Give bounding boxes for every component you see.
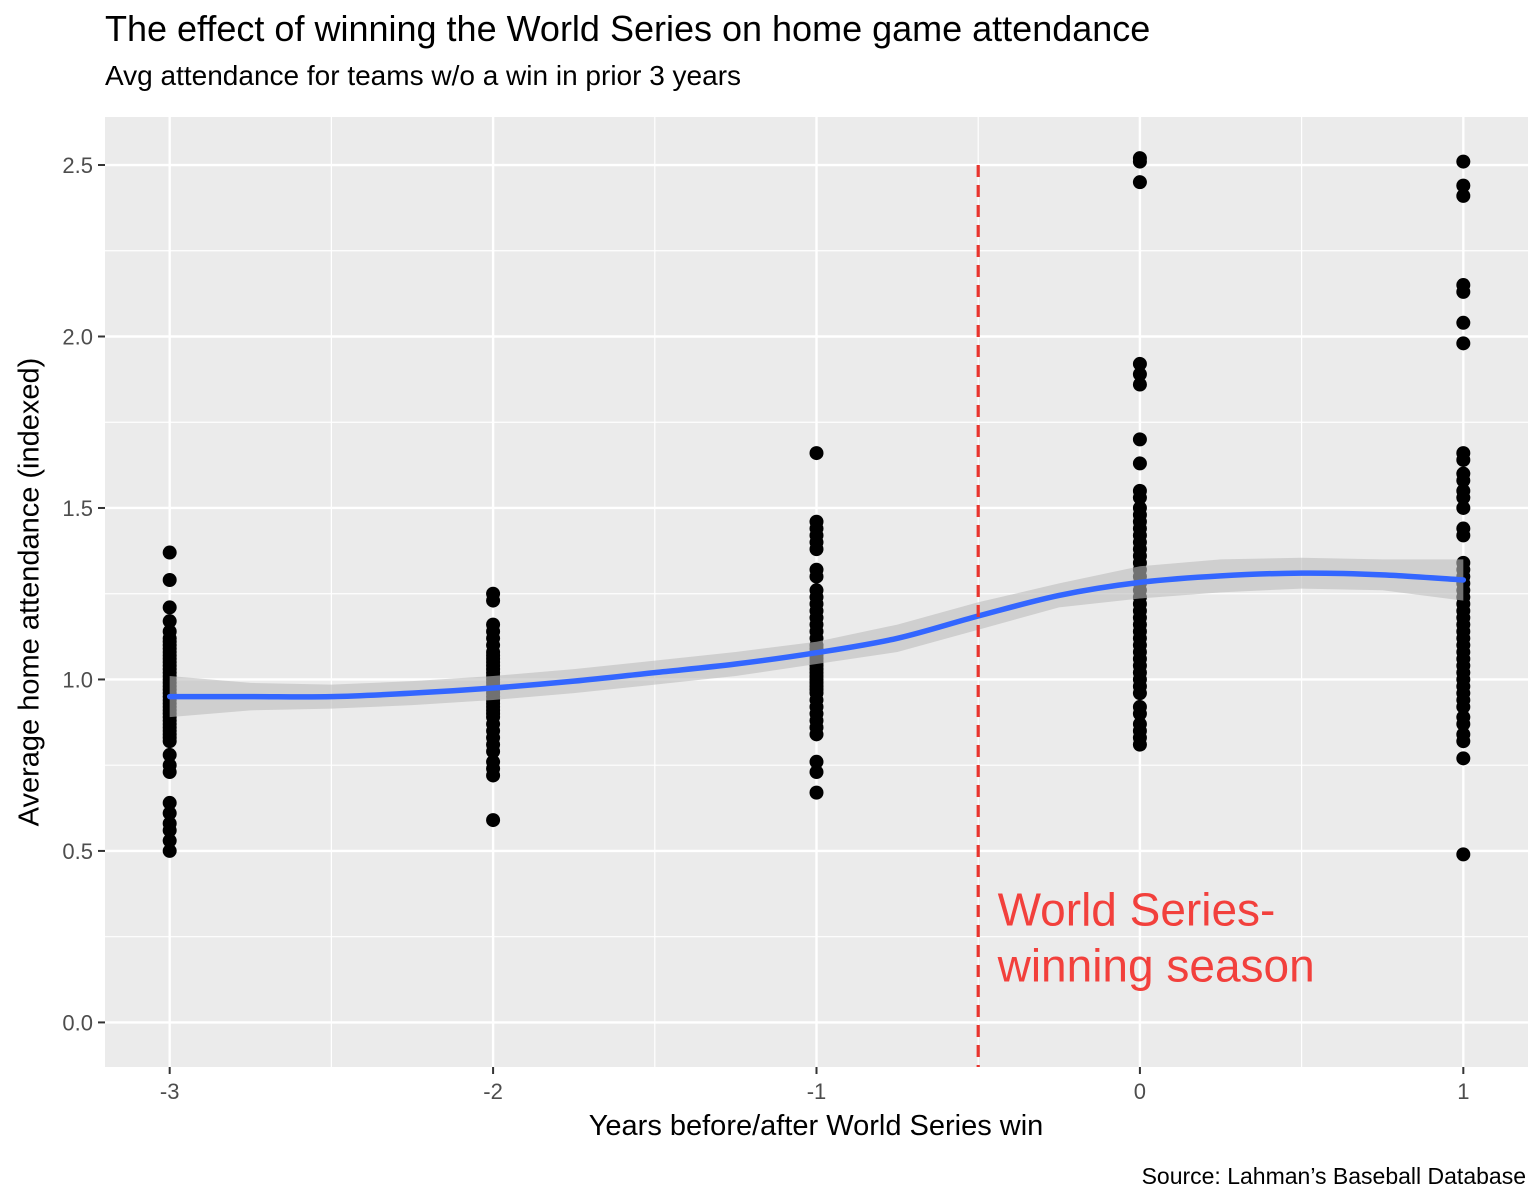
data-point	[162, 833, 177, 848]
data-point	[162, 765, 177, 780]
data-point	[162, 600, 177, 615]
y-tick-label: 1.0	[62, 667, 93, 692]
data-point	[162, 734, 177, 749]
data-point	[1132, 737, 1147, 752]
data-point	[1456, 699, 1471, 714]
x-tick-label: -1	[807, 1079, 827, 1104]
data-point	[162, 614, 177, 629]
data-point	[1456, 178, 1471, 193]
y-tick-label: 0.0	[62, 1010, 93, 1035]
data-point	[809, 765, 824, 780]
data-point	[1132, 175, 1147, 190]
annotation-text: winning season	[997, 939, 1315, 991]
y-tick-label: 0.5	[62, 839, 93, 864]
data-point	[1456, 528, 1471, 543]
x-tick-label: -3	[160, 1079, 180, 1104]
data-point	[1132, 456, 1147, 471]
data-point	[809, 785, 824, 800]
data-point	[1132, 686, 1147, 701]
data-point	[486, 744, 501, 759]
data-point	[809, 569, 824, 584]
y-tick-label: 1.5	[62, 496, 93, 521]
x-tick-label: -2	[483, 1079, 503, 1104]
data-point	[1456, 734, 1471, 749]
data-point	[1456, 336, 1471, 351]
data-point	[162, 747, 177, 762]
data-point	[1456, 452, 1471, 467]
chart-subtitle: Avg attendance for teams w/o a win in pr…	[105, 60, 742, 91]
x-axis-label: Years before/after World Series win	[588, 1110, 1044, 1142]
x-tick-label: 1	[1457, 1079, 1469, 1104]
data-point	[1132, 367, 1147, 382]
data-point	[1132, 377, 1147, 392]
data-point	[809, 542, 824, 557]
data-point	[486, 768, 501, 783]
y-tick-label: 2.0	[62, 324, 93, 349]
data-point	[1132, 356, 1147, 371]
data-point	[1132, 432, 1147, 447]
y-axis-label: Average home attendance (indexed)	[13, 357, 46, 827]
data-point	[162, 545, 177, 560]
y-tick-label: 2.5	[62, 153, 93, 178]
data-point	[162, 823, 177, 838]
data-point	[809, 727, 824, 742]
data-point	[1456, 751, 1471, 766]
x-tick-label: 0	[1134, 1079, 1146, 1104]
data-point	[162, 806, 177, 821]
data-point	[1456, 717, 1471, 732]
chart-title: The effect of winning the World Series o…	[105, 8, 1151, 49]
data-point	[1132, 154, 1147, 169]
data-point	[1132, 706, 1147, 721]
data-point	[1456, 154, 1471, 169]
data-point	[1456, 473, 1471, 488]
data-point	[1456, 500, 1471, 515]
data-point	[1456, 490, 1471, 505]
data-point	[162, 843, 177, 858]
data-point	[162, 572, 177, 587]
data-point	[809, 446, 824, 461]
data-point	[1132, 490, 1147, 505]
smooth-trend-line	[166, 570, 1467, 700]
data-point	[809, 754, 824, 769]
annotation-text: World Series-	[998, 883, 1276, 935]
data-point	[486, 813, 501, 828]
data-point	[1456, 315, 1471, 330]
data-point	[162, 795, 177, 810]
data-point	[1456, 284, 1471, 299]
data-point	[1456, 847, 1471, 862]
chart-caption: Source: Lahman’s Baseball Database	[1141, 1163, 1526, 1189]
data-point	[486, 593, 501, 608]
data-point	[1456, 188, 1471, 203]
confidence-band	[169, 557, 1464, 718]
